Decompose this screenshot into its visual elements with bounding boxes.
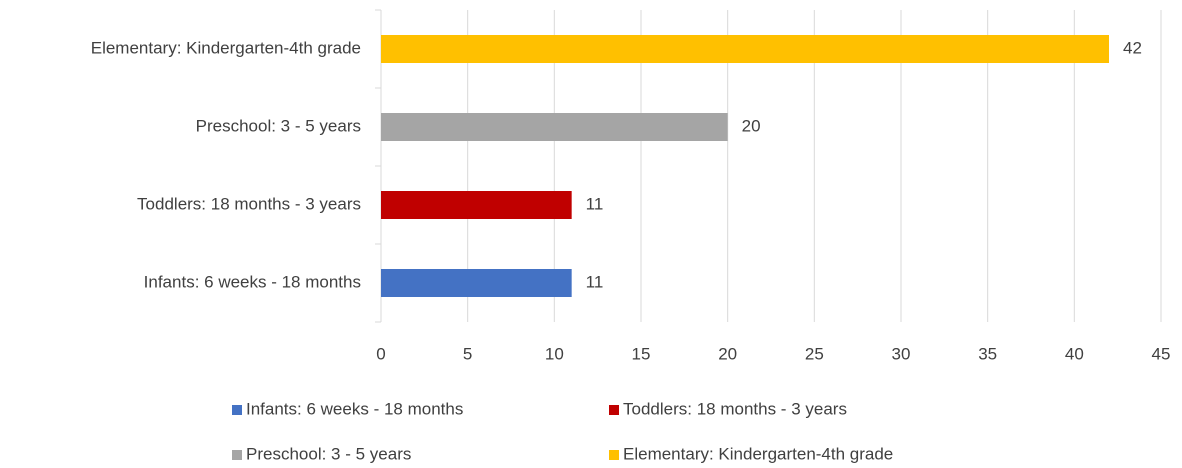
legend-label: Infants: 6 weeks - 18 months <box>246 399 463 418</box>
legend-label: Preschool: 3 - 5 years <box>246 444 411 463</box>
bar <box>381 113 728 141</box>
bar <box>381 269 572 297</box>
x-tick-label: 30 <box>892 344 911 363</box>
x-tick-label: 25 <box>805 344 824 363</box>
x-tick-label: 0 <box>376 344 385 363</box>
legend-swatch <box>232 405 242 415</box>
y-tick-label: Infants: 6 weeks - 18 months <box>144 272 361 291</box>
legend-swatch <box>609 405 619 415</box>
x-tick-label: 45 <box>1152 344 1171 363</box>
legend-swatch <box>609 450 619 460</box>
y-tick-label: Toddlers: 18 months - 3 years <box>137 194 361 213</box>
x-tick-label: 40 <box>1065 344 1084 363</box>
legend-swatch <box>232 450 242 460</box>
legend-label: Toddlers: 18 months - 3 years <box>623 399 847 418</box>
x-tick-label: 10 <box>545 344 564 363</box>
legend-label: Elementary: Kindergarten-4th grade <box>623 444 893 463</box>
y-tick-label: Elementary: Kindergarten-4th grade <box>91 38 361 57</box>
x-tick-label: 15 <box>632 344 651 363</box>
x-tick-label: 20 <box>718 344 737 363</box>
value-label: 20 <box>742 116 761 135</box>
value-label: 11 <box>586 194 604 213</box>
bar <box>381 191 572 219</box>
value-label: 11 <box>586 272 604 291</box>
x-tick-label: 35 <box>978 344 997 363</box>
value-label: 42 <box>1123 38 1142 57</box>
bar <box>381 35 1109 63</box>
x-tick-label: 5 <box>463 344 472 363</box>
y-tick-label: Preschool: 3 - 5 years <box>196 116 361 135</box>
